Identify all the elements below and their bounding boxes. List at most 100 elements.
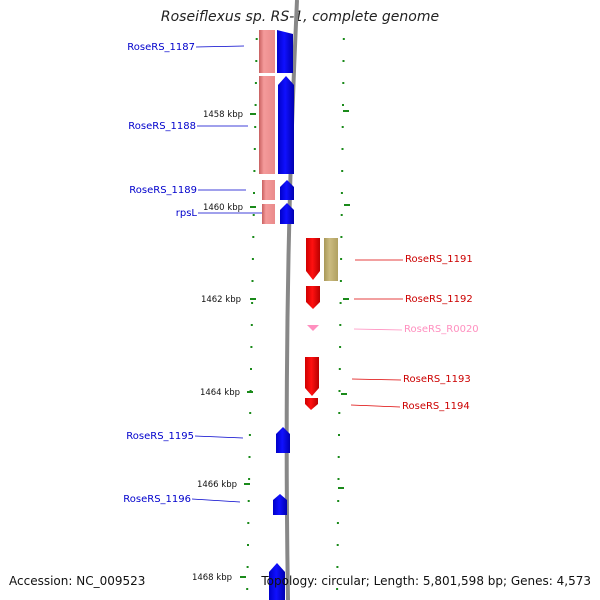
gene-arrow-RoseRS_1192[interactable] — [306, 286, 320, 309]
track-dot — [338, 390, 341, 392]
track-dot — [338, 368, 341, 370]
track-dot — [248, 456, 251, 458]
kbp-ticks: 1458 kbp 1460 kbp 1462 kbp 1464 kbp 1466… — [192, 110, 256, 583]
track-dot — [247, 544, 249, 546]
forward-gene-arrows — [269, 30, 294, 600]
gene-label-RoseRS_R0020[interactable]: RoseRS_R0020 — [404, 324, 479, 335]
gene-arrow-RoseRS_1191[interactable] — [306, 238, 320, 280]
track-dot — [336, 544, 339, 546]
right-ticks — [338, 110, 350, 489]
track-dot — [339, 346, 342, 348]
track-dot — [251, 302, 254, 304]
feature-band — [259, 30, 275, 73]
gene-arrow-RoseRS_R0020[interactable] — [307, 325, 319, 331]
gene-arrow-RoseRS_1188[interactable] — [278, 76, 294, 174]
track-dot — [342, 60, 345, 62]
track-dot — [337, 478, 340, 480]
track-dot — [252, 236, 255, 238]
feature-band — [262, 204, 275, 224]
feature-band — [259, 76, 275, 174]
track-dots — [246, 38, 345, 590]
gene-arrow-rpsL[interactable] — [280, 203, 294, 224]
gene-label-RoseRS_1196[interactable]: RoseRS_1196 — [123, 494, 191, 505]
gene-arrow-partial[interactable] — [269, 563, 285, 600]
track-dot — [340, 214, 343, 216]
track-dot — [341, 126, 344, 128]
leader-line — [350, 404, 401, 408]
leader-line — [195, 45, 245, 48]
accession-text: Accession: NC_009523 — [9, 574, 146, 588]
track-dot — [251, 258, 254, 260]
forward-feature-bands — [259, 30, 275, 224]
track-dot — [337, 500, 340, 502]
track-dot — [251, 280, 254, 282]
track-dot — [338, 412, 341, 414]
track-dot — [254, 126, 257, 128]
track-dot — [255, 60, 258, 62]
track-dot — [246, 566, 249, 568]
gene-arrow-RoseRS_1189[interactable] — [280, 180, 294, 200]
track-dot — [250, 324, 253, 326]
gene-label-RoseRS_1187[interactable]: RoseRS_1187 — [127, 42, 195, 53]
track-dot — [248, 478, 251, 480]
gene-arrow-RoseRS_1196[interactable] — [273, 494, 287, 515]
track-dot — [339, 280, 342, 282]
kbp-label: 1466 kbp — [197, 480, 237, 490]
gene-label-RoseRS_1189[interactable]: RoseRS_1189 — [129, 185, 197, 196]
track-dot — [336, 588, 339, 590]
track-dot — [342, 104, 344, 106]
feature-band — [262, 180, 275, 200]
track-dot — [342, 82, 345, 84]
track-dot — [342, 38, 345, 40]
track-dot — [252, 214, 255, 216]
track-dot — [340, 236, 343, 238]
track-dot — [336, 522, 339, 524]
leader-line — [191, 498, 241, 503]
track-dot — [340, 258, 343, 260]
track-dot — [254, 82, 257, 84]
track-dot — [247, 500, 250, 502]
gene-arrow-RoseRS_1187[interactable] — [277, 30, 293, 73]
gene-label-RoseRS_1193[interactable]: RoseRS_1193 — [403, 374, 471, 385]
gene-arrow-RoseRS_1194[interactable] — [305, 398, 318, 410]
gene-label-RoseRS_1192[interactable]: RoseRS_1192 — [405, 294, 473, 305]
topology-text: Topology: circular; Length: 5,801,598 bp… — [261, 574, 591, 588]
leader-line — [351, 378, 402, 381]
track-dot — [255, 38, 258, 40]
track-dot — [336, 566, 339, 568]
track-dot — [341, 170, 344, 172]
forward-gene-labels: RoseRS_1187 RoseRS_1188 RoseRS_1189 rpsL… — [123, 42, 262, 505]
track-dot — [246, 588, 249, 590]
track-dot — [249, 412, 252, 414]
track-dot — [253, 192, 255, 194]
kbp-label: 1464 kbp — [200, 388, 240, 398]
kbp-label: 1460 kbp — [203, 203, 243, 213]
gene-label-RoseRS_1188[interactable]: RoseRS_1188 — [128, 121, 196, 132]
track-dot — [254, 104, 257, 106]
genome-title: Roseiflexus sp. RS-1, complete genome — [160, 9, 440, 25]
gene-label-RoseRS_1194[interactable]: RoseRS_1194 — [402, 401, 470, 412]
track-dot — [337, 456, 340, 458]
track-dot — [253, 170, 256, 172]
leader-line — [353, 328, 403, 331]
kbp-label: 1458 kbp — [203, 110, 243, 120]
feature-band — [324, 238, 338, 281]
gene-label-RoseRS_1195[interactable]: RoseRS_1195 — [126, 431, 194, 442]
gene-arrow-RoseRS_1195[interactable] — [276, 427, 290, 453]
reverse-gene-labels: RoseRS_1191 RoseRS_1192 RoseRS_R0020 Ros… — [350, 254, 479, 412]
leader-line — [194, 435, 244, 439]
track-dot — [340, 192, 343, 194]
track-dot — [253, 148, 256, 150]
kbp-label: 1468 kbp — [192, 573, 232, 583]
track-dot — [248, 434, 251, 436]
gene-arrow-RoseRS_1193[interactable] — [305, 357, 319, 396]
gene-label-rpsL[interactable]: rpsL — [176, 208, 198, 219]
track-dot — [339, 302, 342, 304]
genome-backbone — [284, 0, 299, 600]
track-dot — [341, 148, 344, 150]
reverse-gene-arrows — [305, 238, 320, 410]
track-dot — [338, 434, 340, 436]
kbp-label: 1462 kbp — [201, 295, 241, 305]
gene-label-RoseRS_1191[interactable]: RoseRS_1191 — [405, 254, 473, 265]
track-dot — [250, 368, 252, 370]
